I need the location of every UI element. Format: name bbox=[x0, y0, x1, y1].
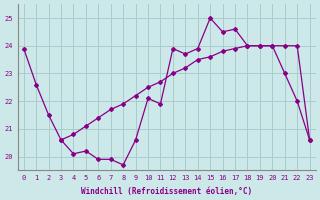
X-axis label: Windchill (Refroidissement éolien,°C): Windchill (Refroidissement éolien,°C) bbox=[81, 187, 252, 196]
